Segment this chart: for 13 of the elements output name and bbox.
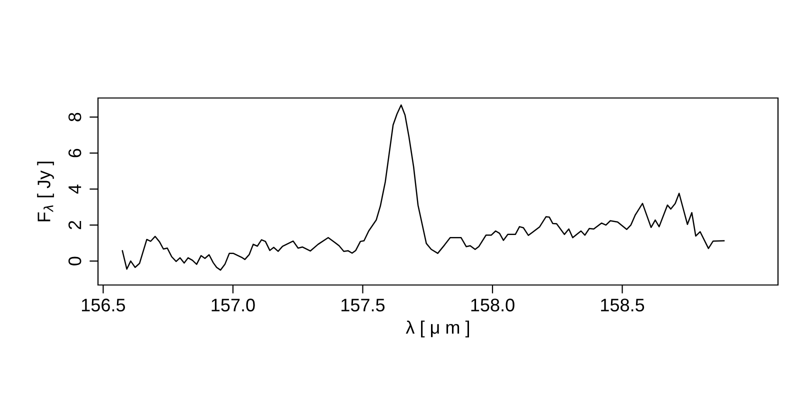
y-axis-title: F$_{λ}$ [ Jy ] [37, 162, 54, 222]
x-tick-label: 156.5 [82, 298, 126, 312]
x-tick-label: 158.0 [471, 298, 514, 312]
y-tick-label: 6 [68, 148, 82, 158]
y-tick-label: 0 [68, 256, 82, 266]
y-tick-label: 8 [68, 112, 82, 122]
line-series [122, 104, 725, 271]
x-tick-label: 157.0 [212, 298, 255, 312]
x-tick-label: 158.5 [601, 298, 644, 312]
x-axis-title: λ [ μ m ] [406, 320, 469, 338]
x-tick-label: 157.5 [342, 298, 385, 312]
y-tick-label: 4 [68, 184, 82, 194]
y-tick-label: 2 [68, 220, 82, 230]
